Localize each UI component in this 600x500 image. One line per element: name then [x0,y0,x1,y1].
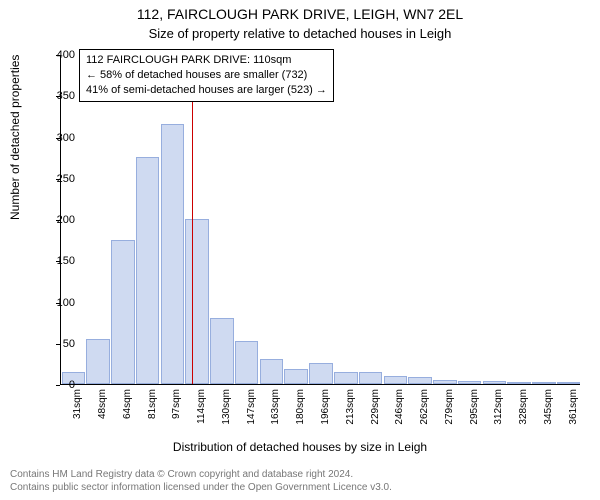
y-tick-label: 0 [35,379,75,391]
histogram-bar [136,157,160,384]
y-axis-label: Number of detached properties [8,55,22,220]
info-line-2: ← 58% of detached houses are smaller (73… [86,68,327,83]
y-tick-mark [56,138,60,139]
y-tick-mark [56,261,60,262]
histogram-bar [235,341,259,384]
y-tick-mark [56,385,60,386]
footer-line-2: Contains public sector information licen… [10,481,590,494]
info-box: 112 FAIRCLOUGH PARK DRIVE: 110sqm ← 58% … [79,49,334,102]
histogram-bar [86,339,110,384]
y-tick-mark [56,303,60,304]
y-tick-mark [56,344,60,345]
histogram-bar [161,124,185,384]
info-line-1: 112 FAIRCLOUGH PARK DRIVE: 110sqm [86,53,327,68]
footer-line-1: Contains HM Land Registry data © Crown c… [10,468,590,481]
histogram-bar [408,377,432,384]
y-tick-label: 50 [35,338,75,350]
histogram-bar [384,376,408,384]
histogram-bar [433,380,457,384]
histogram-bar [111,240,135,384]
chart-container: 112, FAIRCLOUGH PARK DRIVE, LEIGH, WN7 2… [0,0,600,500]
reference-line [192,55,193,384]
y-tick-label: 200 [35,214,75,226]
histogram-bar [532,382,556,384]
y-tick-label: 250 [35,173,75,185]
histogram-bar [359,372,383,384]
footer: Contains HM Land Registry data © Crown c… [10,468,590,494]
y-tick-label: 300 [35,132,75,144]
histogram-bar [210,318,234,384]
y-tick-label: 150 [35,255,75,267]
histogram-bar [458,381,482,384]
histogram-bar [284,369,308,384]
histogram-bar [185,219,209,384]
x-axis-label: Distribution of detached houses by size … [0,440,600,454]
plot-area: 112 FAIRCLOUGH PARK DRIVE: 110sqm ← 58% … [60,55,580,385]
y-tick-mark [56,55,60,56]
info-line-3: 41% of semi-detached houses are larger (… [86,83,327,98]
y-tick-label: 400 [35,49,75,61]
chart-title: 112, FAIRCLOUGH PARK DRIVE, LEIGH, WN7 2… [0,6,600,22]
y-tick-mark [56,179,60,180]
histogram-bar [507,382,531,384]
histogram-bar [557,382,581,384]
histogram-bar [483,381,507,384]
histogram-bar [260,359,284,384]
y-tick-mark [56,96,60,97]
bars-group [61,55,580,384]
histogram-bar [334,372,358,384]
chart-subtitle: Size of property relative to detached ho… [0,26,600,41]
histogram-bar [309,363,333,384]
y-tick-label: 350 [35,90,75,102]
y-tick-label: 100 [35,297,75,309]
y-tick-mark [56,220,60,221]
